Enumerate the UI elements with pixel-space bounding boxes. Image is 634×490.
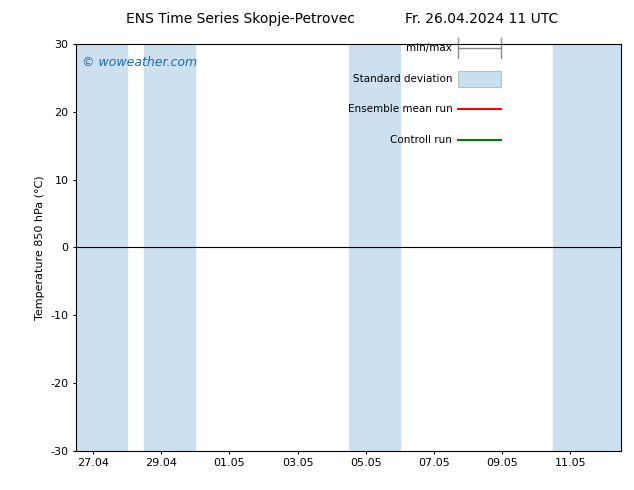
Bar <box>349 44 400 451</box>
Text: Ensemble mean run: Ensemble mean run <box>347 104 452 114</box>
Text: © woweather.com: © woweather.com <box>82 56 197 69</box>
Bar <box>553 44 621 451</box>
Bar <box>144 44 195 451</box>
Bar <box>458 71 501 87</box>
Text: ENS Time Series Skopje-Petrovec: ENS Time Series Skopje-Petrovec <box>126 12 356 26</box>
Text: Standard deviation: Standard deviation <box>353 74 452 84</box>
Bar <box>76 44 127 451</box>
Y-axis label: Temperature 850 hPa (°C): Temperature 850 hPa (°C) <box>35 175 45 320</box>
Text: Fr. 26.04.2024 11 UTC: Fr. 26.04.2024 11 UTC <box>405 12 559 26</box>
Text: Controll run: Controll run <box>391 135 452 145</box>
Text: min/max: min/max <box>406 43 452 53</box>
